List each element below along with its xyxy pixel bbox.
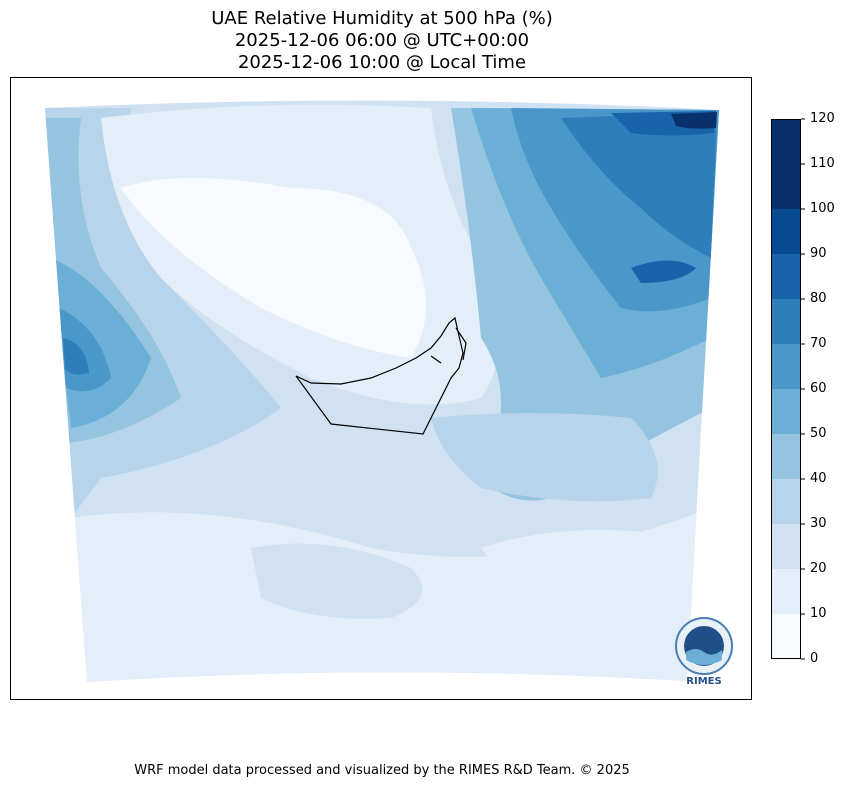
colorbar-segment bbox=[771, 344, 801, 389]
colorbar-tick-label: 120 bbox=[810, 111, 835, 126]
colorbar-segment bbox=[771, 209, 801, 254]
colorbar-segment bbox=[771, 569, 801, 614]
colorbar-tick-label: 50 bbox=[810, 426, 827, 441]
humidity-map bbox=[45, 100, 719, 683]
colorbar-tick-label: 20 bbox=[810, 561, 827, 576]
map-frame bbox=[10, 77, 752, 700]
colorbar-segment bbox=[771, 614, 801, 659]
rimes-logo-icon bbox=[675, 617, 733, 675]
map-title-line-1: UAE Relative Humidity at 500 hPa (%) bbox=[211, 8, 553, 29]
colorbar-tick-label: 60 bbox=[810, 381, 827, 396]
colorbar-tick-label: 30 bbox=[810, 516, 827, 531]
colorbar-segment bbox=[771, 254, 801, 299]
colorbar-segment bbox=[771, 389, 801, 434]
colorbar-segment bbox=[771, 299, 801, 344]
map-title-line-2: 2025-12-06 06:00 @ UTC+00:00 bbox=[234, 30, 530, 51]
colorbar-tick-label: 0 bbox=[810, 651, 819, 666]
colorbar-tick-label: 80 bbox=[810, 291, 827, 306]
colorbar-segment bbox=[771, 434, 801, 479]
colorbar-tick-label: 40 bbox=[810, 471, 827, 486]
colorbar-tick-label: 90 bbox=[810, 246, 827, 261]
colorbar-segment bbox=[771, 479, 801, 524]
colorbar-tick-label: 10 bbox=[810, 606, 827, 621]
colorbar-segment bbox=[771, 119, 801, 164]
colorbar-segment bbox=[771, 164, 801, 209]
colorbar-segment bbox=[771, 524, 801, 569]
footer-credit: WRF model data processed and visualized … bbox=[134, 763, 630, 778]
colorbar-tick-label: 70 bbox=[810, 336, 827, 351]
uae-border bbox=[295, 316, 467, 435]
colorbar bbox=[771, 118, 805, 660]
humidity-field bbox=[45, 100, 719, 683]
colorbar-tick-label: 110 bbox=[810, 156, 835, 171]
logo-label: RIMES bbox=[686, 676, 722, 687]
rimes-logo: RIMES bbox=[674, 616, 734, 688]
map-title-line-3: 2025-12-06 10:00 @ Local Time bbox=[237, 52, 527, 73]
colorbar-tick-label: 100 bbox=[810, 201, 835, 216]
